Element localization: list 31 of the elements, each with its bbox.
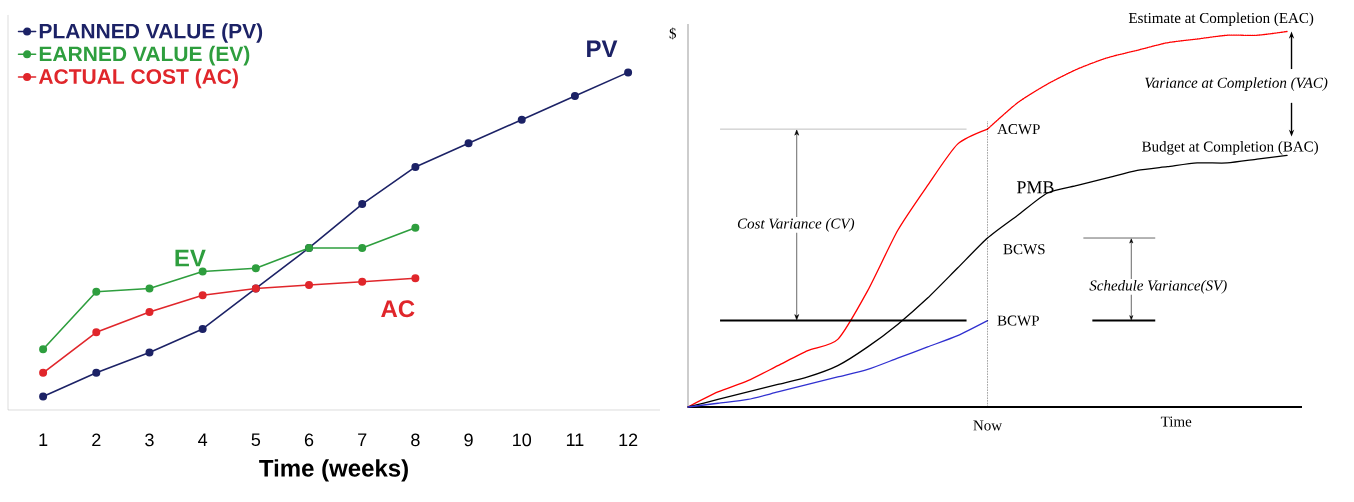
x-tick-label: 3 xyxy=(145,433,154,447)
x-tick-label: 11 xyxy=(566,433,584,446)
annotation: Cost Variance (CV) xyxy=(737,218,855,232)
x-tick-label: 6 xyxy=(304,433,314,447)
legend-label: EARNED VALUE (EV) xyxy=(39,45,250,66)
x-tick-label: 2 xyxy=(92,433,101,447)
annotation: EV xyxy=(175,249,206,267)
x-tick-label: 10 xyxy=(513,433,532,447)
x-tick-label: 9 xyxy=(464,433,473,447)
text: PV xyxy=(587,40,618,58)
annotation: Budget at Completion (BAC) xyxy=(1142,141,1319,155)
x-tick-label: 1 xyxy=(39,433,48,446)
x-tick-label: 4 xyxy=(198,433,208,446)
text: Estimate at Completion (EAC) xyxy=(1128,12,1314,27)
x-tick-label: 12 xyxy=(619,433,638,447)
x-tick-label: 8 xyxy=(411,433,420,447)
legend-label: ACTUAL COST (AC) xyxy=(38,68,238,89)
annotation: Schedule Variance(SV) xyxy=(1089,280,1227,294)
x-axis-title: Time (weeks) xyxy=(259,459,408,482)
series-label: BCWP xyxy=(997,315,1039,326)
annotation: Variance at Completion (VAC) xyxy=(1145,77,1328,91)
x-tick-label: 7 xyxy=(358,433,367,446)
series-label: ACWP xyxy=(997,124,1040,135)
annotation: BCWS xyxy=(1003,244,1045,255)
series-label: PMB xyxy=(1016,181,1054,194)
legend-label: PLANNED VALUE (PV) xyxy=(39,23,263,43)
x-axis-title: Time xyxy=(1160,416,1192,427)
annotation: AC xyxy=(381,300,415,318)
text: Now xyxy=(973,420,1003,431)
x-tick-label: 5 xyxy=(251,433,261,447)
y-axis-title: $ xyxy=(669,27,677,40)
